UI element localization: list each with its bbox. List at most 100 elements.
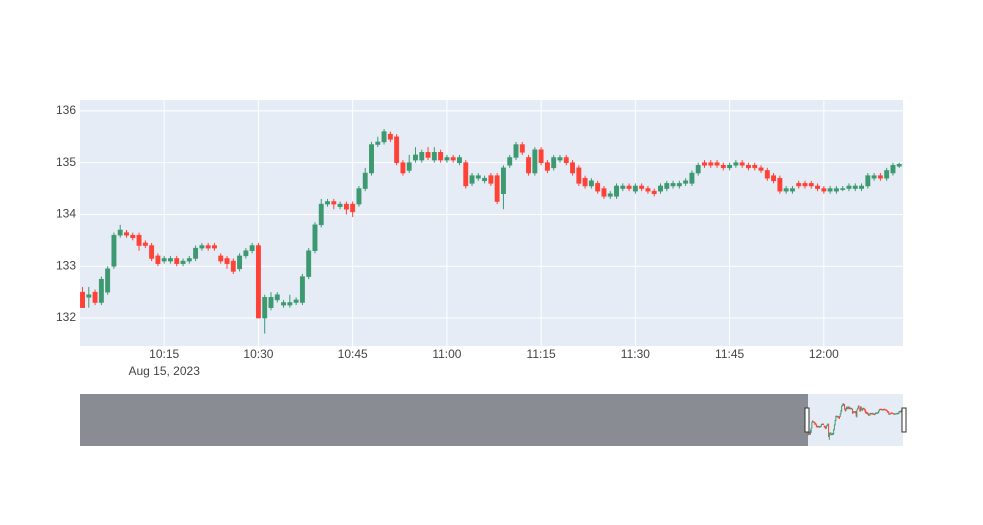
candle-body bbox=[614, 185, 619, 197]
plot-area bbox=[80, 100, 903, 346]
candle-body bbox=[318, 203, 324, 226]
candle-body bbox=[519, 144, 525, 153]
candle-body bbox=[494, 175, 500, 202]
candle-body bbox=[689, 172, 695, 184]
candle-body bbox=[343, 203, 349, 210]
candle-body bbox=[431, 152, 437, 161]
candle-body bbox=[582, 177, 588, 187]
candle-body bbox=[752, 165, 758, 169]
candle-body bbox=[796, 183, 802, 187]
x-tick-label: 12:00 bbox=[809, 347, 839, 361]
candle-body bbox=[180, 260, 186, 264]
candle-body bbox=[551, 157, 557, 169]
candle-body bbox=[488, 175, 494, 184]
x-tick-label: 11:00 bbox=[432, 347, 461, 361]
candle-body bbox=[249, 245, 255, 251]
candle-body bbox=[168, 258, 173, 262]
candle-body bbox=[193, 247, 199, 259]
candle-body bbox=[205, 245, 211, 249]
x-tick-label: 10:30 bbox=[243, 347, 273, 361]
candle-body bbox=[871, 175, 877, 179]
range-slider[interactable] bbox=[80, 394, 903, 446]
candle-body bbox=[733, 162, 739, 166]
candle-body bbox=[375, 141, 381, 145]
candle-body bbox=[457, 157, 462, 163]
candle-body bbox=[557, 157, 563, 161]
candle-body bbox=[720, 165, 726, 169]
candle-body bbox=[758, 167, 764, 171]
y-tick-label: 132 bbox=[56, 310, 76, 324]
candle-body bbox=[400, 162, 406, 174]
candle-body bbox=[312, 224, 318, 251]
candle-body bbox=[469, 175, 475, 184]
candle-body bbox=[149, 245, 155, 259]
candle-body bbox=[777, 177, 783, 192]
candle-body bbox=[174, 258, 180, 264]
candle-body bbox=[331, 201, 337, 205]
x-tick-label: 11:15 bbox=[527, 347, 556, 361]
candle-body bbox=[199, 245, 205, 249]
candle-body bbox=[683, 180, 689, 184]
candle-body bbox=[513, 144, 519, 158]
candle-body bbox=[287, 302, 293, 306]
candle-body bbox=[337, 203, 343, 207]
candle-body bbox=[538, 149, 544, 163]
candle-body bbox=[86, 294, 92, 298]
candle-body bbox=[833, 188, 839, 192]
candle-body bbox=[808, 183, 814, 187]
candle-body bbox=[859, 185, 864, 189]
candle-body bbox=[438, 152, 444, 161]
y-tick-label: 133 bbox=[56, 258, 76, 272]
candle-body bbox=[827, 188, 833, 192]
candle-body bbox=[695, 165, 701, 174]
candle-body bbox=[142, 242, 148, 246]
candle-body bbox=[890, 165, 896, 174]
candle-body bbox=[98, 278, 104, 303]
axis-labels: 132 133 134 135 136 10:15 Aug 15, 2023 10:30 10:… bbox=[56, 103, 839, 378]
candle-body bbox=[475, 175, 481, 179]
candle-body bbox=[482, 177, 488, 182]
candle-body bbox=[588, 180, 594, 187]
candle-body bbox=[444, 157, 450, 161]
candle-body bbox=[658, 185, 663, 192]
candle-body bbox=[815, 185, 821, 189]
candle-body bbox=[155, 255, 161, 264]
candle-body bbox=[632, 185, 638, 192]
range-slider-handle[interactable] bbox=[804, 407, 810, 433]
y-tick-label: 134 bbox=[56, 207, 76, 221]
candle-body bbox=[544, 162, 550, 171]
candle-body bbox=[111, 234, 117, 267]
x-tick-label: 11:30 bbox=[621, 347, 650, 361]
candle-body bbox=[500, 167, 506, 194]
candle-body bbox=[702, 162, 707, 166]
candle-body bbox=[789, 188, 795, 192]
candle-body bbox=[840, 188, 846, 190]
candle-body bbox=[387, 133, 393, 140]
range-slider-handle[interactable] bbox=[901, 407, 907, 433]
x-tick-label: 11:45 bbox=[715, 347, 744, 361]
candle-body bbox=[526, 157, 532, 174]
candle-body bbox=[714, 162, 720, 166]
candle-body bbox=[211, 245, 217, 249]
candle-body bbox=[274, 294, 280, 301]
candle-body bbox=[243, 250, 249, 257]
candle-body bbox=[877, 175, 883, 179]
candle-body bbox=[105, 268, 111, 293]
x-date-label: Aug 15, 2023 bbox=[128, 364, 200, 378]
candle-body bbox=[532, 149, 538, 174]
candle-body bbox=[362, 172, 368, 189]
candle-body bbox=[413, 154, 418, 161]
candle-body bbox=[124, 232, 129, 236]
candle-body bbox=[676, 183, 682, 187]
y-tick-label: 136 bbox=[56, 103, 76, 117]
candle-body bbox=[607, 193, 613, 197]
candle-body bbox=[463, 162, 469, 187]
candle-body bbox=[626, 185, 632, 189]
candle-body bbox=[136, 234, 142, 246]
candle-body bbox=[237, 255, 243, 270]
candle-body bbox=[570, 162, 575, 174]
candle-body bbox=[507, 157, 513, 166]
candle-body bbox=[299, 276, 305, 303]
y-tick-label: 135 bbox=[56, 155, 76, 169]
